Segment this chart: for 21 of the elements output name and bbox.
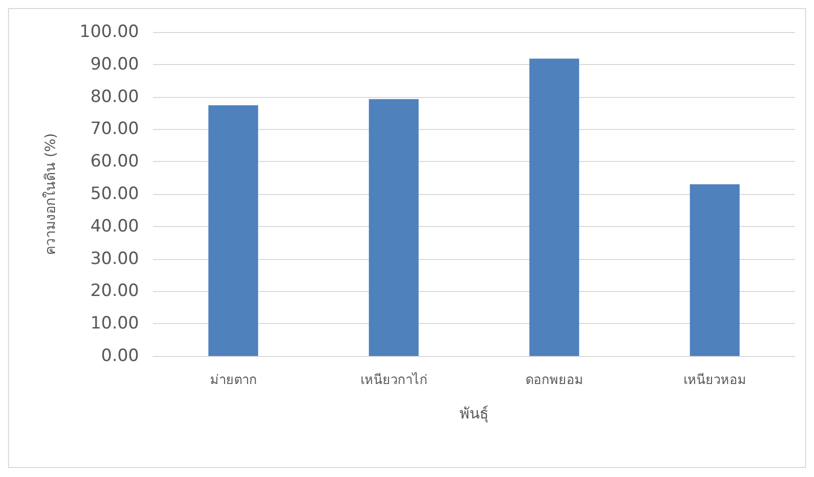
x-tick-label: เหนียวหอม [683,372,746,388]
y-tick-label: 60.00 [90,152,139,172]
y-tick-label: 80.00 [90,86,139,107]
bar [690,184,740,356]
bar [529,58,580,356]
bar [208,105,258,356]
y-tick-label: 20.00 [90,281,139,302]
y-tick-label: 70.00 [90,119,139,140]
y-tick-label: 30.00 [90,248,139,269]
bar [368,99,419,356]
y-tick-label: 10.00 [90,314,139,334]
y-tick-label: 50.00 [90,184,139,204]
x-tick-label: ม่ายตาก [210,373,257,388]
x-tick-label: เหนียวกาไก่ [360,372,428,388]
y-tick-label: 0.00 [101,346,139,366]
x-axis-title: พันธุ์ [460,404,488,424]
x-tick-label: ดอกพยอม [525,373,584,388]
y-tick-label: 40.00 [90,216,139,236]
y-tick-label: 90.00 [90,54,139,74]
y-tick-label: 100.00 [80,22,139,42]
y-axis-title: ความงอกในดิน (%) [42,133,59,255]
